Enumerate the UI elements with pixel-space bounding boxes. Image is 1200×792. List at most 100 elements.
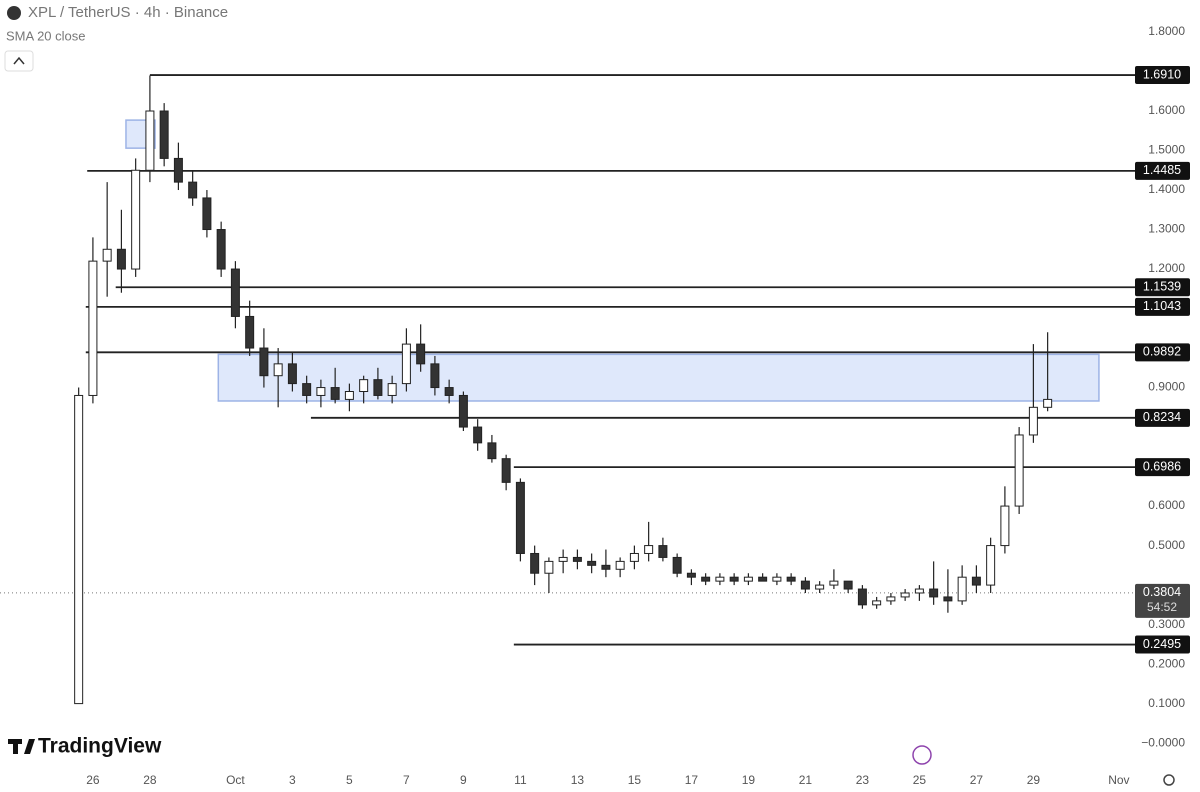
- x-tick-label: 23: [856, 773, 870, 787]
- indicator-label: SMA 20 close: [6, 28, 86, 43]
- candle-body: [800, 580, 810, 590]
- candle-body: [615, 560, 625, 570]
- candle-body: [202, 197, 212, 231]
- candle-body: [273, 363, 283, 377]
- candle-body: [743, 576, 753, 582]
- candle-body: [487, 442, 497, 460]
- candle-body: [815, 584, 825, 590]
- candle-body: [715, 576, 725, 582]
- chart-title: XPL / TetherUS · 4h · Binance: [28, 4, 228, 21]
- candle-body: [230, 268, 240, 317]
- x-tick-label: 21: [799, 773, 813, 787]
- level-badge: [1135, 343, 1190, 362]
- zone: [217, 353, 1100, 402]
- candle-body: [330, 387, 340, 400]
- candle-body: [629, 552, 639, 562]
- candle-body: [601, 564, 611, 570]
- events-icon[interactable]: [912, 745, 932, 765]
- candle-body: [929, 588, 939, 598]
- level-label: 0.9892: [1143, 345, 1181, 359]
- candle-body: [302, 383, 312, 396]
- level-label: 1.6910: [1143, 67, 1181, 81]
- x-tick-label: 13: [571, 773, 585, 787]
- x-tick-label: 11: [514, 773, 527, 787]
- level-badge: [1135, 66, 1190, 85]
- level-label: 0.2495: [1143, 637, 1181, 651]
- candle-body: [658, 545, 668, 558]
- x-tick-label: 7: [403, 773, 410, 787]
- level-badge: [1135, 458, 1190, 477]
- candle-body: [772, 576, 782, 582]
- x-tick-label: Nov: [1108, 773, 1129, 787]
- candle-body: [1043, 398, 1053, 408]
- x-tick-label: 3: [289, 773, 296, 787]
- candle-body: [1014, 434, 1024, 507]
- level-label: 0.6986: [1143, 459, 1181, 473]
- candle-body: [558, 556, 568, 562]
- candle-body: [515, 481, 525, 554]
- y-tick-label: 1.4000: [1148, 182, 1185, 196]
- settings-icon[interactable]: [1163, 774, 1175, 786]
- y-tick-label: 1.6000: [1148, 103, 1185, 117]
- candle-body: [416, 343, 426, 365]
- candle-body: [1000, 505, 1010, 547]
- candle-body: [900, 592, 910, 598]
- candle-body: [159, 110, 169, 159]
- candle-body: [986, 545, 996, 586]
- collapse-icon: [13, 56, 25, 65]
- candle-body: [701, 576, 711, 582]
- candle-body: [644, 545, 654, 554]
- candle-body: [173, 157, 183, 183]
- candle-body: [245, 315, 255, 349]
- candle-body: [971, 576, 981, 586]
- candle-body: [116, 248, 126, 270]
- candle-body: [401, 343, 411, 385]
- level-label: 1.4485: [1143, 163, 1181, 177]
- candle-body: [957, 576, 967, 602]
- level-label: 1.1043: [1143, 299, 1181, 313]
- candle-body: [914, 588, 924, 594]
- candle-body: [501, 458, 511, 483]
- x-tick-label: 19: [742, 773, 756, 787]
- x-tick-label: Oct: [226, 773, 245, 787]
- candle-body: [131, 169, 141, 270]
- candle-body: [872, 600, 882, 606]
- x-tick-label: 27: [970, 773, 984, 787]
- x-tick-label: 17: [685, 773, 699, 787]
- candle-body: [758, 576, 768, 582]
- candle-body: [430, 363, 440, 389]
- candle-body: [1028, 406, 1038, 436]
- candle-body: [316, 387, 326, 396]
- candle-body: [857, 588, 867, 606]
- candle-body: [544, 560, 554, 574]
- candle-body: [829, 580, 839, 586]
- level-badge: [1135, 161, 1190, 180]
- candle-body: [458, 394, 468, 428]
- y-tick-label: 1.8000: [1148, 24, 1185, 38]
- candle-body: [530, 552, 540, 574]
- candle-body: [74, 394, 84, 705]
- y-tick-label: 1.5000: [1148, 143, 1185, 157]
- level-badge: [1135, 408, 1190, 427]
- countdown: 54:52: [1147, 600, 1177, 614]
- y-tick-label: 0.1000: [1148, 696, 1185, 710]
- symbol-logo: [7, 6, 21, 20]
- x-tick-label: 28: [143, 773, 157, 787]
- last-price-badge: [1135, 583, 1190, 618]
- candle-body: [444, 387, 454, 396]
- x-tick-label: 5: [346, 773, 353, 787]
- y-tick-label: 0.6000: [1148, 498, 1185, 512]
- y-tick-label: 1.3000: [1148, 222, 1185, 236]
- candle-body: [88, 260, 98, 396]
- collapse-button[interactable]: [4, 50, 34, 72]
- y-tick-label: 0.3000: [1148, 617, 1185, 631]
- level-label: 1.1539: [1143, 280, 1181, 294]
- level-badge: [1135, 278, 1190, 297]
- candle-body: [387, 383, 397, 396]
- y-tick-label: 1.2000: [1148, 261, 1185, 275]
- candle-body: [572, 556, 582, 562]
- x-tick-label: 26: [86, 773, 100, 787]
- x-tick-label: 29: [1027, 773, 1041, 787]
